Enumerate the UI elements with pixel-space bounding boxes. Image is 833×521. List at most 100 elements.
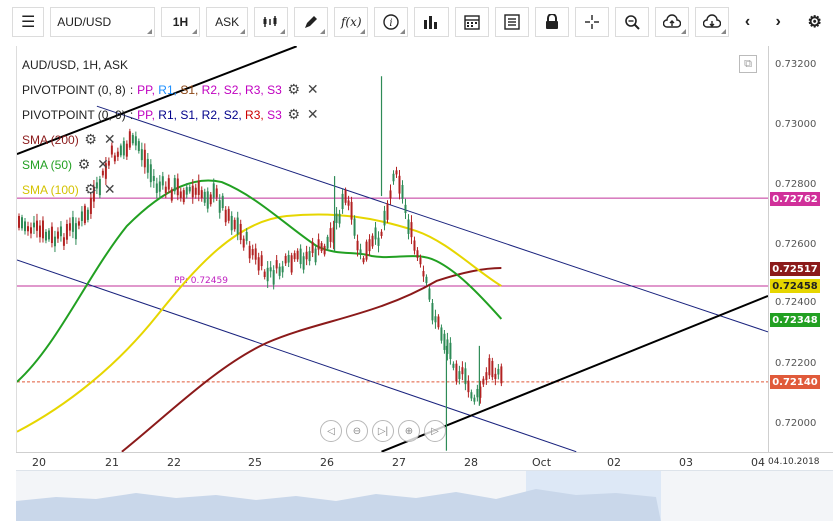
sma50-line [17,179,503,383]
pivot2-gear-icon[interactable]: ⚙ [287,106,301,122]
candle-body [317,239,320,250]
pivot-level-r2: R2, [201,82,224,97]
candle-body [299,248,302,265]
candle-body [422,270,425,277]
candle-body [491,360,494,378]
news-button[interactable] [494,7,529,37]
sma100-gear-icon[interactable]: ⚙ [84,181,97,197]
pivot1-gear-icon[interactable]: ⚙ [287,81,301,97]
pencil-icon [305,16,318,28]
symbol-selector[interactable]: AUD/USD [50,7,155,37]
cloud-download-icon [703,14,722,28]
timeframe-selector[interactable]: 1H [160,7,201,37]
sma50-gear-icon[interactable]: ⚙ [77,156,91,172]
zoom-in-button[interactable]: ⊕ [398,420,420,442]
price-tag-sma200: 0.72517 [770,262,820,276]
pivot-level-r3: R3, [245,82,268,97]
candle-body [71,217,74,232]
sma200-gear-icon[interactable]: ⚙ [84,131,97,147]
candle-body [287,254,290,263]
candle-body [149,164,152,183]
crosshair-button[interactable] [574,7,609,37]
candles [17,76,503,451]
sma200-close-icon[interactable]: ✕ [103,131,116,147]
candle-body [56,231,59,239]
price-type-selector[interactable]: ASK [206,7,248,37]
svg-text:i: i [390,18,393,29]
prev-button[interactable]: ‹ [735,7,760,37]
candle-body [392,173,395,182]
volume-button[interactable] [414,7,449,37]
candle-body [275,260,278,269]
candle-body [218,200,221,213]
candle-body [86,209,89,220]
candle-body [176,178,179,196]
candle-body [239,223,242,241]
candle-body [143,149,146,168]
info-button[interactable]: i [374,7,409,37]
candle-body [227,208,230,221]
candle-body [329,228,332,242]
indicators-button[interactable]: f(x) [334,7,369,37]
candle-body [443,333,446,350]
next-button[interactable]: › [765,7,791,37]
candles-icon [263,16,277,27]
sma100-close-icon[interactable]: ✕ [103,181,116,197]
channel-upper-line [96,105,768,333]
candle-body [398,175,401,194]
candle-body [167,178,170,190]
time-axis[interactable]: 20 21 22 25 26 27 28 Oct 02 03 04 04.10.… [16,452,833,470]
pivot-level-r2: R2, [201,107,224,122]
pivot1-sep: : [129,82,134,97]
chart-title: AUD/USD, 1H, ASK [22,57,129,72]
reset-button[interactable]: ▷| [372,420,394,442]
pp-line-label: PP: 0.72459 [174,276,228,286]
sma50-close-icon[interactable]: ✕ [97,156,109,172]
hamburger-icon: ☰ [20,14,36,31]
candle-body [461,367,464,375]
reset-icon: ▷| [377,425,389,437]
candle-body [41,220,44,239]
pivot-level-s1: S1, [180,82,202,97]
download-button[interactable] [695,7,730,37]
candle-body [83,205,86,224]
sma50-label: SMA (50) [22,157,73,172]
calendar-button[interactable] [454,7,489,37]
candle-body [164,186,167,193]
candle-body [185,187,188,195]
gear-icon: ⚙ [807,14,822,31]
scroll-left-button[interactable]: ◁ [320,420,342,442]
scroll-left-icon: ◁ [327,425,335,437]
scroll-right-button[interactable]: ▷ [424,420,446,442]
candle-body [119,145,122,156]
candle-body [170,189,173,201]
candle-body [431,303,434,321]
pivot1-close-icon[interactable]: ✕ [306,81,319,97]
zoom-button[interactable] [614,7,650,37]
chevron-left-icon: ‹ [744,13,751,30]
candle-body [107,160,110,166]
candle-body [32,222,35,228]
draw-button[interactable] [294,7,329,37]
upload-button[interactable] [655,7,690,37]
zoom-out-button[interactable]: ⊖ [346,420,368,442]
lock-button[interactable] [534,7,569,37]
chart-canvas[interactable] [16,46,768,452]
expand-button[interactable]: ⧉ [739,55,757,73]
time-label: 03 [679,456,693,469]
candle-body [362,258,365,263]
candle-body [221,195,224,209]
candle-body [146,158,149,173]
candle-body [476,388,479,398]
pivot2-close-icon[interactable]: ✕ [306,106,319,122]
candle-body [263,271,266,277]
chart-type-button[interactable] [254,7,289,37]
candle-body [437,316,440,328]
pivot-level-r1: R1, [158,107,181,122]
time-label: 04 [751,456,765,469]
menu-button[interactable]: ☰ [12,7,45,37]
navigator[interactable] [16,470,833,521]
time-label: 26 [320,456,334,469]
price-axis[interactable]: 0.73200 0.73000 0.72800 0.72600 0.72400 … [768,46,833,452]
settings-button[interactable]: ⚙ [802,7,827,37]
